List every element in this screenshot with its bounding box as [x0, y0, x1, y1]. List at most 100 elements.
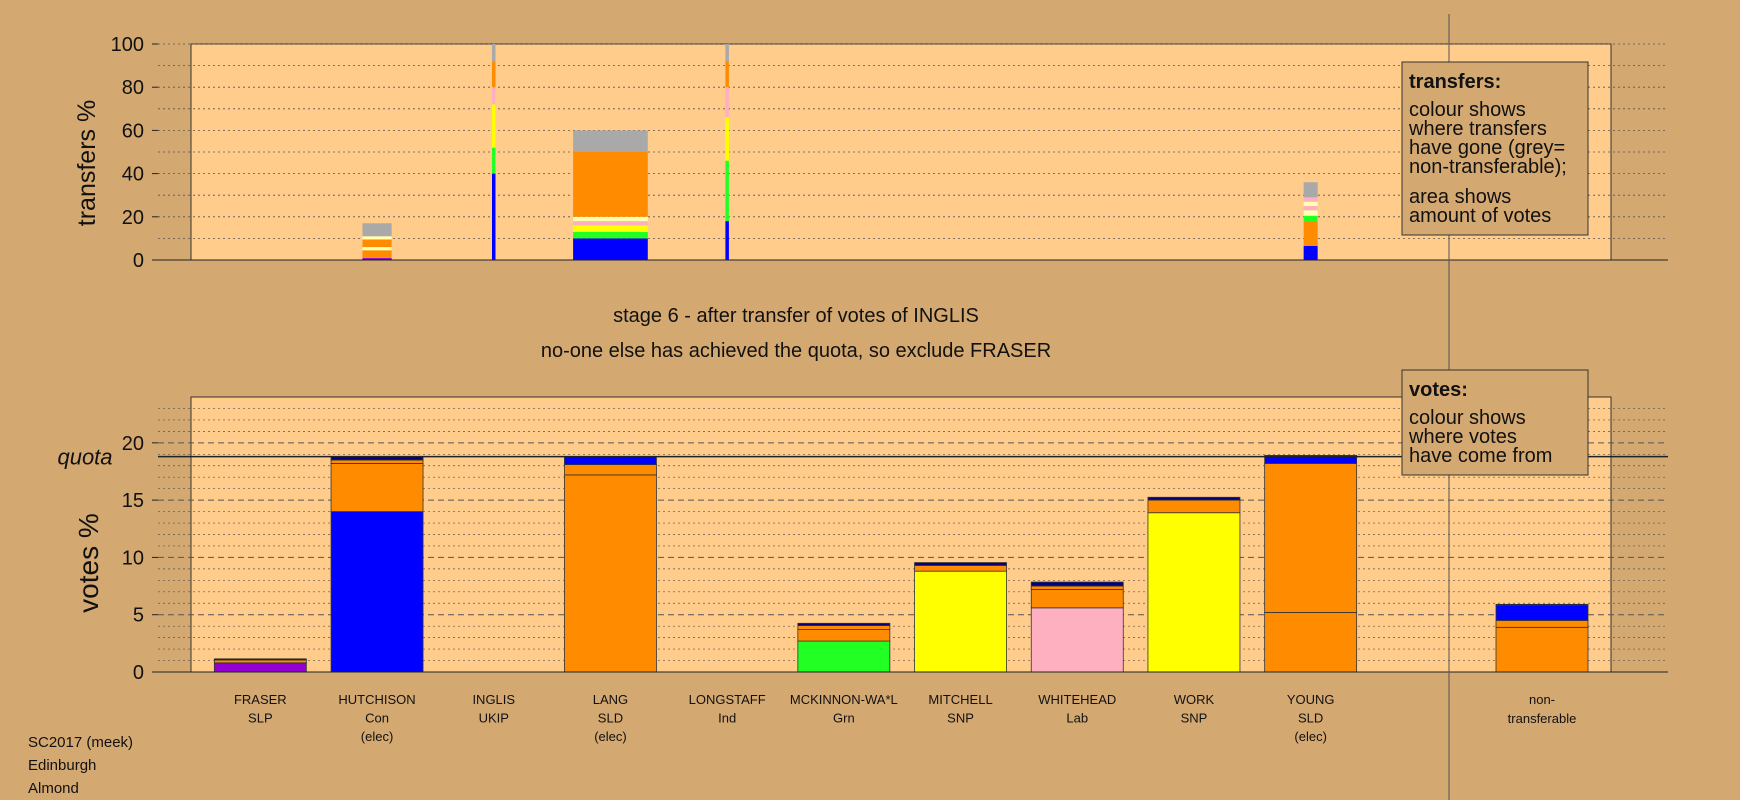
votes-y-axis-label: votes %: [73, 513, 104, 613]
vote-segment-whitehead: [1030, 581, 1124, 587]
transfer-segment-longstaff: [725, 117, 729, 161]
footer-council: Edinburgh: [28, 757, 96, 774]
transfer-segment-young: [1303, 245, 1318, 260]
candidate-label-name: INGLIS: [472, 692, 515, 707]
votes-tick-label: 10: [122, 547, 144, 569]
transfers-panel: 0 20 40 60 80 100 transfers %: [73, 34, 1668, 272]
transfer-segment-hutchison: [362, 250, 392, 258]
transfers-legend-line2: where transfers: [1408, 118, 1547, 140]
vote-segment-young: [1264, 612, 1358, 673]
transfer-segment-young: [1303, 182, 1318, 198]
vote-segment-mitchell: [914, 565, 1007, 572]
transfer-segment-young: [1303, 201, 1318, 206]
transfers-tick-label: 80: [122, 77, 144, 99]
votes-legend: votes: colour shows where votes have com…: [1401, 369, 1589, 476]
vote-segment-whitehead: [1030, 607, 1124, 673]
vote-segment-fraser: [213, 659, 307, 664]
transfer-segment-young: [1303, 221, 1318, 246]
votes-legend-line3: have come from: [1409, 445, 1552, 467]
candidate-label-name: MCKINNON-WA*L: [790, 692, 898, 707]
vote-segment-hutchison: [330, 459, 424, 464]
vote-segment-mckinnon-wa*l: [797, 629, 891, 642]
transfers-tick-label: 100: [111, 34, 144, 56]
transfers-legend-heading: transfers:: [1409, 71, 1501, 93]
transfers-legend: transfers: colour shows where transfers …: [1401, 61, 1589, 236]
nontransferable-label-line1: non-: [1529, 692, 1555, 707]
vote-segment-lang: [564, 464, 657, 476]
candidate-label-name: YOUNG: [1287, 692, 1335, 707]
transfer-segment-lang: [573, 216, 648, 222]
transfers-legend-box: [1401, 61, 1589, 236]
candidate-label-name: WHITEHEAD: [1038, 692, 1116, 707]
votes-legend-box: [1401, 369, 1589, 476]
vote-segment-work: [1147, 512, 1241, 673]
transfer-segment-lang: [573, 231, 648, 239]
vote-segment-fraser: [213, 662, 307, 673]
transfer-segment-lang: [573, 225, 648, 232]
transfer-segment-longstaff: [725, 221, 729, 260]
votes-panel: 0 5 10 15 20 quota votes %: [57, 396, 1668, 684]
candidate-label-party: Grn: [833, 711, 855, 726]
transfers-legend-line1: colour shows: [1409, 99, 1526, 121]
votes-legend-heading: votes:: [1409, 379, 1468, 401]
candidate-label-party: SLD: [598, 711, 623, 726]
votes-y-ticks: 0 5 10 15 20: [122, 433, 158, 684]
candidate-labels: FRASER SLP HUTCHISON Con (elec) INGLIS UKIP LAN…: [234, 692, 1335, 744]
transfers-bars: [362, 44, 1318, 260]
candidate-label-name: MITCHELL: [928, 692, 992, 707]
transfer-segment-inglis: [491, 147, 496, 174]
transfers-tick-label: 60: [122, 120, 144, 142]
transfers-gridlines: [158, 43, 1668, 239]
transfer-segment-hutchison: [362, 257, 392, 259]
candidate-label-name: WORK: [1174, 692, 1215, 707]
transfer-segment-hutchison: [362, 239, 392, 248]
vote-segment-hutchison: [330, 463, 424, 512]
transfer-segment-hutchison: [362, 236, 392, 240]
stage-title: stage 6 - after transfer of votes of ING…: [613, 305, 979, 327]
vote-segment-young: [1264, 463, 1358, 613]
votes-tick-label: 5: [133, 605, 144, 627]
transfer-segment-young: [1303, 215, 1318, 222]
transfer-segment-inglis: [491, 61, 496, 88]
candidate-label-name: LONGSTAFF: [689, 692, 766, 707]
vote-segment-young: [1264, 455, 1358, 464]
transfer-segment-young: [1303, 197, 1318, 202]
transfer-segment-inglis: [491, 104, 496, 148]
transfer-segment-inglis: [491, 44, 496, 62]
vote-segment-non-transferable: [1495, 603, 1589, 606]
transfer-segment-lang: [573, 221, 648, 226]
footer-ward: Almond: [28, 780, 79, 797]
candidate-label-name: FRASER: [234, 692, 287, 707]
transfer-segment-inglis: [491, 87, 496, 105]
votes-legend-line2: where votes: [1408, 426, 1517, 448]
transfers-legend-line6: amount of votes: [1409, 205, 1551, 227]
votes-tick-label: 0: [133, 662, 144, 684]
transfers-legend-line3: have gone (grey=: [1409, 137, 1565, 159]
vote-segment-lang: [564, 456, 657, 466]
transfer-segment-lang: [573, 130, 648, 152]
transfer-segment-young: [1303, 210, 1318, 216]
votes-tick-label: 20: [122, 433, 144, 455]
vote-segment-whitehead: [1030, 585, 1124, 590]
candidate-label-party: SNP: [947, 711, 974, 726]
votes-legend-line1: colour shows: [1409, 407, 1526, 429]
vote-segment-hutchison: [330, 511, 424, 673]
candidate-label-party: UKIP: [479, 711, 509, 726]
candidate-label-party: Con: [365, 711, 389, 726]
footer-election: SC2017 (meek): [28, 734, 133, 751]
transfers-legend-line4: non-transferable);: [1409, 156, 1567, 178]
candidate-label-status: (elec): [361, 729, 394, 744]
transfer-segment-longstaff: [725, 87, 729, 118]
vote-segment-work: [1147, 496, 1241, 501]
quota-label: quota: [57, 445, 112, 470]
transfer-segment-hutchison: [362, 247, 392, 251]
transfer-segment-longstaff: [725, 160, 729, 222]
vote-segment-mitchell: [914, 562, 1007, 566]
transfer-segment-young: [1303, 206, 1318, 211]
transfer-segment-lang: [573, 152, 648, 217]
vote-segment-non-transferable: [1495, 620, 1589, 628]
nontransferable-label-line2: transferable: [1508, 711, 1577, 726]
transfers-tick-label: 20: [122, 207, 144, 229]
transfer-segment-inglis: [491, 173, 496, 260]
transfer-segment-longstaff: [725, 61, 729, 88]
